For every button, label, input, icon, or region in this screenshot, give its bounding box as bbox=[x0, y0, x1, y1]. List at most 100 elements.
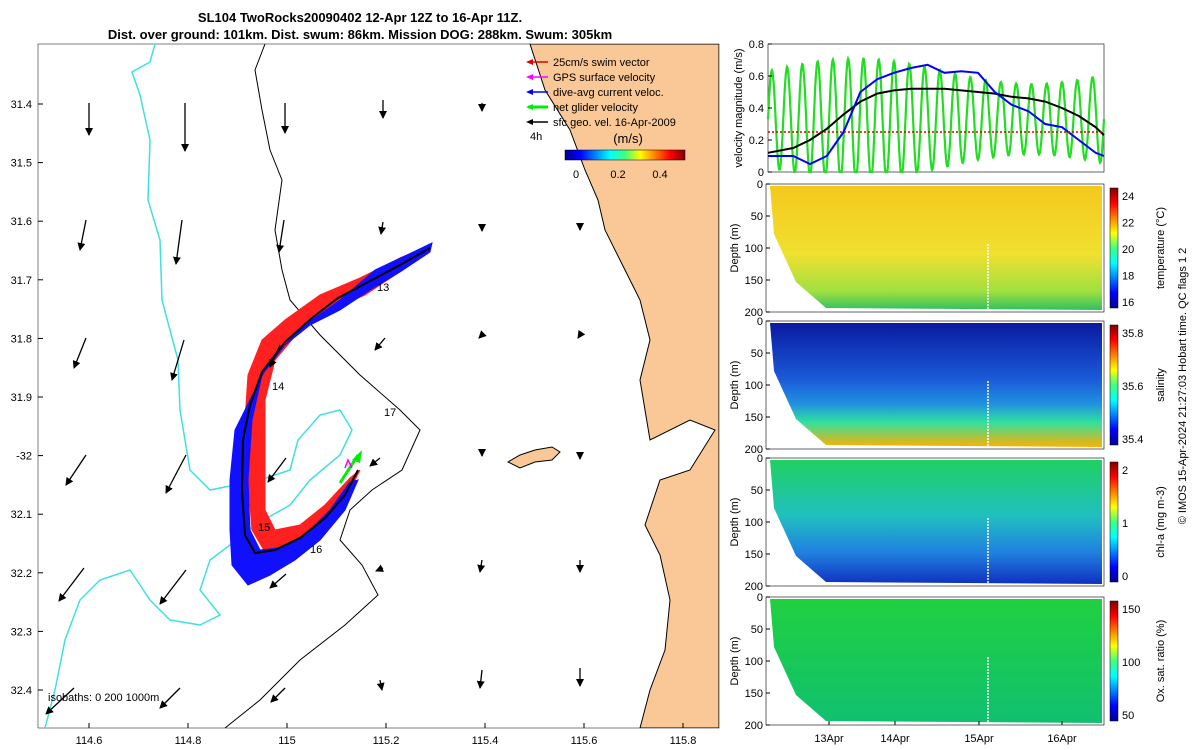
colorbar-tick: 35.6 bbox=[1122, 381, 1143, 393]
geostrophic-arrow bbox=[77, 219, 87, 251]
colorbar-label: chl-a (mg m-3) bbox=[1155, 486, 1167, 558]
geostrophic-arrow bbox=[159, 687, 181, 709]
depth-tick: 200 bbox=[745, 720, 763, 732]
section-field bbox=[770, 323, 1102, 447]
map-x-ticks: 114.6 114.8 115 115.2 115.4 115.6 115.8 bbox=[76, 723, 697, 747]
colorbar-tick: 35.8 bbox=[1122, 328, 1143, 340]
depth-tick: 150 bbox=[745, 275, 763, 287]
colorbar-tick: 24 bbox=[1122, 191, 1134, 203]
geostrophic-arrow bbox=[476, 669, 485, 689]
time-tick-label: 15Apr bbox=[964, 733, 994, 745]
velocity-panel: 0 0.2 0.4 0.6 0.8 velocity magnitude (m/s) bbox=[733, 39, 1106, 179]
geostrophic-arrow bbox=[45, 687, 75, 715]
day-label-14: 14 bbox=[272, 381, 284, 393]
map-x-tick-label: 114.6 bbox=[76, 735, 103, 747]
depth-tick: 50 bbox=[751, 485, 763, 497]
depth-label: Depth (m) bbox=[729, 224, 741, 273]
section-colorbar bbox=[1109, 187, 1119, 309]
colorbar-tick: 150 bbox=[1122, 604, 1140, 616]
section-field bbox=[770, 460, 1102, 584]
map-y-tick-label: -32 bbox=[16, 451, 32, 463]
geostrophic-arrow bbox=[65, 454, 87, 486]
depth-tick: 0 bbox=[757, 316, 763, 328]
colorbar-label: salinity bbox=[1155, 368, 1167, 402]
geostrophic-arrow bbox=[269, 573, 287, 589]
map-y-tick-label: 32.2 bbox=[11, 568, 32, 580]
isobath-200 bbox=[44, 44, 353, 728]
section-colorbar bbox=[1109, 600, 1119, 722]
depth-tick: 100 bbox=[745, 380, 763, 392]
island bbox=[506, 446, 561, 469]
colorbar-tick-0: 0 bbox=[573, 169, 579, 181]
map-y-tick-label: 31.8 bbox=[11, 333, 32, 345]
legend-entry: GPS surface velocity bbox=[553, 72, 656, 84]
section-field bbox=[770, 186, 1102, 310]
geostrophic-arrow bbox=[269, 344, 281, 368]
depth-tick: 200 bbox=[745, 444, 763, 456]
map-y-tick-label: 31.6 bbox=[11, 216, 32, 228]
geostrophic-arrow bbox=[376, 679, 385, 691]
map-y-tick-label: 32.3 bbox=[11, 626, 32, 638]
colorbar-tick: 2 bbox=[1122, 465, 1128, 477]
map-y-tick-label: 32.4 bbox=[11, 685, 32, 697]
section-panel: 0 50 100 150 200 Depth (m) 35.4 35.6 35.8 salinit… bbox=[729, 316, 1167, 456]
depth-tick: 200 bbox=[745, 307, 763, 319]
day-label-16: 16 bbox=[310, 544, 322, 556]
colorbar-tick: 0 bbox=[1122, 571, 1128, 583]
speed-colorbar bbox=[564, 149, 686, 161]
depth-tick: 200 bbox=[745, 581, 763, 593]
geostrophic-arrow bbox=[58, 567, 85, 602]
map-y-tick-label: 31.4 bbox=[11, 99, 32, 111]
map-x-tick-label: 115.2 bbox=[373, 735, 400, 747]
geostrophic-arrow bbox=[172, 219, 183, 265]
velocity-series-1 bbox=[768, 63, 1105, 166]
geostrophic-arrow bbox=[276, 219, 285, 253]
legend-entry: dive-avg current veloc. bbox=[553, 87, 664, 99]
colorbar-tick-2: 0.4 bbox=[652, 169, 667, 181]
geostrophic-arrow bbox=[159, 569, 187, 605]
credit-text: © IMOS 15-Apr-2024 21:27:03 Hobart time.… bbox=[1177, 248, 1189, 525]
depth-tick: 0 bbox=[757, 592, 763, 604]
map-panel: 13 14 17 15 16 114.6 114.8 115 115.2 115.4 11… bbox=[11, 43, 720, 747]
section-colorbar bbox=[1109, 324, 1119, 446]
map-y-tick-label: 31.7 bbox=[11, 275, 32, 287]
map-x-tick-label: 115.8 bbox=[670, 735, 697, 747]
colorbar-unit: (m/s) bbox=[613, 131, 643, 146]
depth-tick: 50 bbox=[751, 348, 763, 360]
time-tick-label: 14Apr bbox=[880, 733, 910, 745]
geostrophic-arrow bbox=[72, 337, 87, 369]
chart-title: SL104 TwoRocks20090402 12-Apr 12Z to 16-… bbox=[198, 10, 522, 25]
map-y-tick-label: 32.1 bbox=[11, 509, 32, 521]
colorbar-tick: 50 bbox=[1122, 710, 1134, 722]
geostrophic-arrow bbox=[170, 339, 185, 381]
depth-tick: 150 bbox=[745, 412, 763, 424]
section-field bbox=[770, 599, 1102, 723]
velocity-series-green bbox=[766, 55, 1106, 174]
map-y-tick-label: 31.9 bbox=[11, 392, 32, 404]
velocity-y-tick: 0 bbox=[758, 167, 764, 179]
velocity-y-tick: 0.8 bbox=[749, 39, 764, 51]
depth-tick: 0 bbox=[757, 179, 763, 191]
velocity-y-tick: 0.6 bbox=[749, 71, 764, 83]
legend-entry: net glider velocity bbox=[553, 102, 638, 114]
depth-tick: 100 bbox=[745, 243, 763, 255]
section-colorbar bbox=[1109, 461, 1119, 583]
velocity-series-net bbox=[766, 55, 1106, 174]
geostrophic-arrow bbox=[378, 221, 387, 235]
map-x-tick-label: 115.4 bbox=[472, 735, 499, 747]
colorbar-tick: 20 bbox=[1122, 244, 1134, 256]
depth-tick: 150 bbox=[745, 549, 763, 561]
colorbar-tick-1: 0.2 bbox=[610, 169, 625, 181]
map-y-tick-label: 31.5 bbox=[11, 158, 32, 170]
map-x-tick-label: 115.6 bbox=[571, 735, 598, 747]
geostrophic-velocity-arrows bbox=[45, 100, 586, 715]
colorbar-label: Ox. sat. ratio (%) bbox=[1155, 620, 1167, 703]
time-axis: 13Apr 14Apr 15Apr 16Apr bbox=[814, 721, 1077, 745]
velocity-series-0 bbox=[767, 87, 1105, 154]
map-x-tick-label: 114.8 bbox=[175, 735, 202, 747]
section-panel: 0 50 100 150 200 Depth (m) 16 18 20 22 24 temperatu… bbox=[729, 179, 1167, 319]
geostrophic-arrow bbox=[577, 329, 586, 339]
depth-label: Depth (m) bbox=[729, 361, 741, 410]
isobath-legend: isobaths: 0 200 1000m bbox=[48, 692, 159, 704]
isobath-1000 bbox=[224, 44, 421, 728]
